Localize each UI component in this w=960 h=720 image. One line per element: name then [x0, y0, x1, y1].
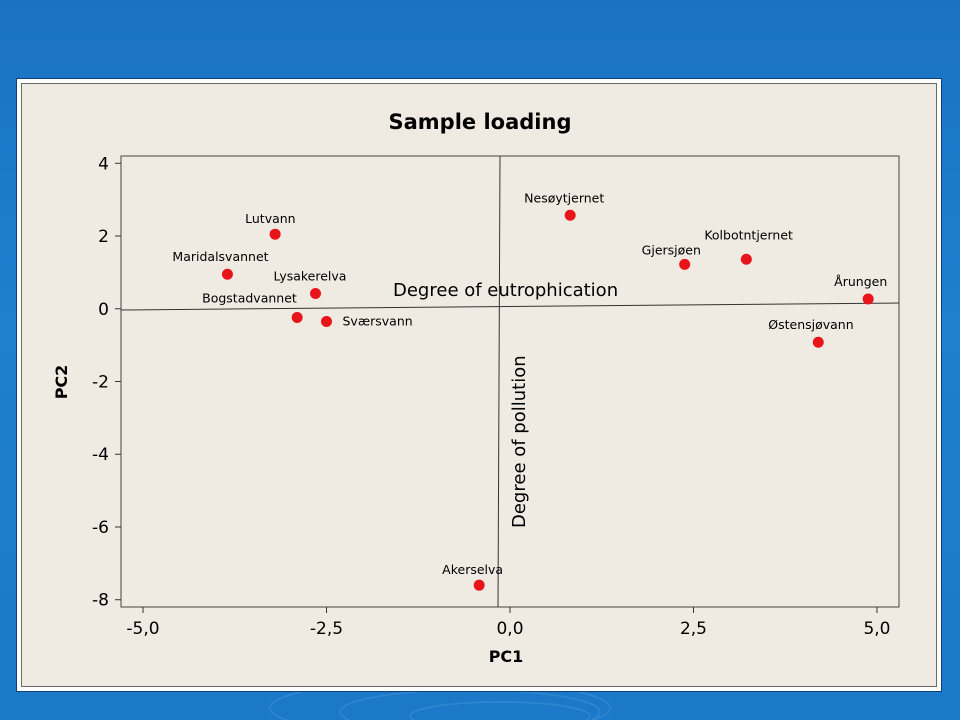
x-tick-label: -2,5 [310, 619, 343, 639]
y-axis-ticks: 4 2 0 -2 -4 -6 -8 [92, 154, 121, 611]
data-point [269, 228, 281, 240]
point-label: Lutvann [245, 211, 295, 226]
x-tick-label: 2,5 [680, 619, 707, 639]
x-tick-label: -5,0 [126, 619, 159, 639]
x-axis-title: PC1 [489, 647, 524, 666]
x-axis-ticks: -5,0 -2,5 0,0 2,5 5,0 [126, 607, 891, 639]
data-point [221, 268, 233, 280]
y-tick-label: 0 [98, 300, 109, 320]
point-label: Akerselva [442, 562, 503, 577]
chart-title: Sample loading [389, 110, 572, 134]
y-axis-title: PC2 [52, 365, 71, 400]
y-tick-label: -8 [92, 591, 109, 611]
data-point [310, 287, 321, 299]
point-label: Sværsvann [343, 313, 413, 328]
data-point [740, 253, 752, 265]
point-label: Østensjøvann [768, 317, 853, 332]
data-point [812, 336, 824, 348]
y-tick-label: 2 [98, 227, 109, 247]
y-tick-label: -4 [92, 445, 109, 465]
data-point [291, 311, 303, 323]
point-label: Lysakerelva [274, 268, 347, 283]
point-label: Kolbotntjernet [704, 227, 793, 242]
x-tick-label: 5,0 [863, 619, 890, 639]
annotation-pollution: Degree of pollution [509, 355, 530, 528]
y-tick-label: -6 [92, 518, 109, 538]
data-point [473, 579, 485, 591]
chart-panel: Sample loading -5,0 -2,5 0,0 2,5 5,0 4 2 0 -2 -4… [21, 83, 937, 687]
horizontal-reference-line [120, 302, 900, 311]
vertical-reference-line [497, 155, 501, 608]
point-label: Maridalsvannet [172, 249, 268, 264]
x-tick-label: 0,0 [496, 619, 523, 639]
data-point [321, 315, 333, 327]
point-label: Bogstadvannet [202, 290, 297, 305]
y-tick-label: 4 [98, 154, 109, 174]
point-label: Nesøytjernet [524, 190, 604, 205]
slide-frame: Sample loading -5,0 -2,5 0,0 2,5 5,0 4 2 0 -2 -4… [16, 78, 942, 692]
data-points: Lutvann Maridalsvannet Lysakerelva Bogstadv… [172, 190, 887, 591]
data-point [679, 258, 691, 270]
annotation-eutrophication: Degree of eutrophication [393, 280, 618, 301]
data-point [862, 293, 874, 305]
point-label: Gjersjøen [642, 242, 701, 257]
data-point [564, 209, 576, 221]
y-tick-label: -2 [92, 373, 109, 393]
point-label: Årungen [834, 274, 887, 289]
scatter-chart: Sample loading -5,0 -2,5 0,0 2,5 5,0 4 2 0 -2 -4… [52, 110, 900, 666]
